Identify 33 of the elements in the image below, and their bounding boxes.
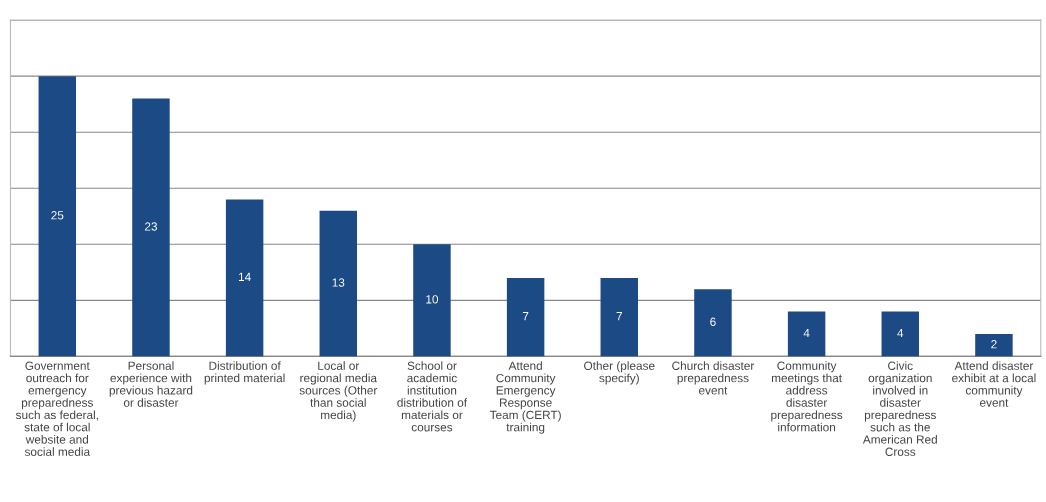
bar	[38, 76, 77, 357]
x-tick-label: Attend Community Emergency Response Team (CERT) training	[489, 361, 561, 434]
data-label: 6	[710, 317, 716, 326]
bar	[319, 210, 358, 357]
x-tick-label: Local or regional media sources (Other than social media)	[299, 361, 378, 422]
bar	[600, 277, 639, 357]
x-tick-label: Community meetings that address disaster preparedness information	[771, 361, 843, 432]
x-tick-label: Church disaster preparedness event	[672, 361, 755, 395]
data-label: 2	[991, 340, 997, 349]
data-label: 14	[238, 272, 251, 281]
bar	[881, 311, 920, 357]
data-label: 4	[803, 328, 810, 338]
x-tick-label: School or academic institution distribution of materials or courses	[397, 361, 468, 432]
x-tick-label: Civic organization involved in disaster preparedness such as the American Red Cross	[862, 361, 937, 456]
data-label: 13	[332, 278, 345, 287]
data-label: 7	[522, 312, 529, 321]
data-label: 23	[144, 222, 157, 231]
data-label: 7	[616, 312, 622, 321]
x-tick-label: Government outreach for emergency preparedness such as federal, state of local website and social media	[15, 361, 98, 456]
bar	[787, 311, 826, 357]
bar	[506, 277, 545, 357]
data-label: 4	[897, 328, 904, 338]
bar	[694, 289, 732, 357]
x-tick-label: Attend disaster exhibit at a local community event	[952, 361, 1036, 407]
x-tick-label: Other (please specify)	[584, 361, 655, 385]
x-tick-label: Personal experience with previous hazard or disaster	[109, 361, 193, 407]
bar	[132, 98, 170, 357]
data-label: 25	[51, 211, 64, 220]
bar	[413, 244, 451, 357]
data-label: 10	[426, 295, 439, 304]
bar	[975, 334, 1013, 357]
x-tick-label: Distribution of printed material	[204, 361, 285, 385]
bar	[225, 199, 264, 357]
